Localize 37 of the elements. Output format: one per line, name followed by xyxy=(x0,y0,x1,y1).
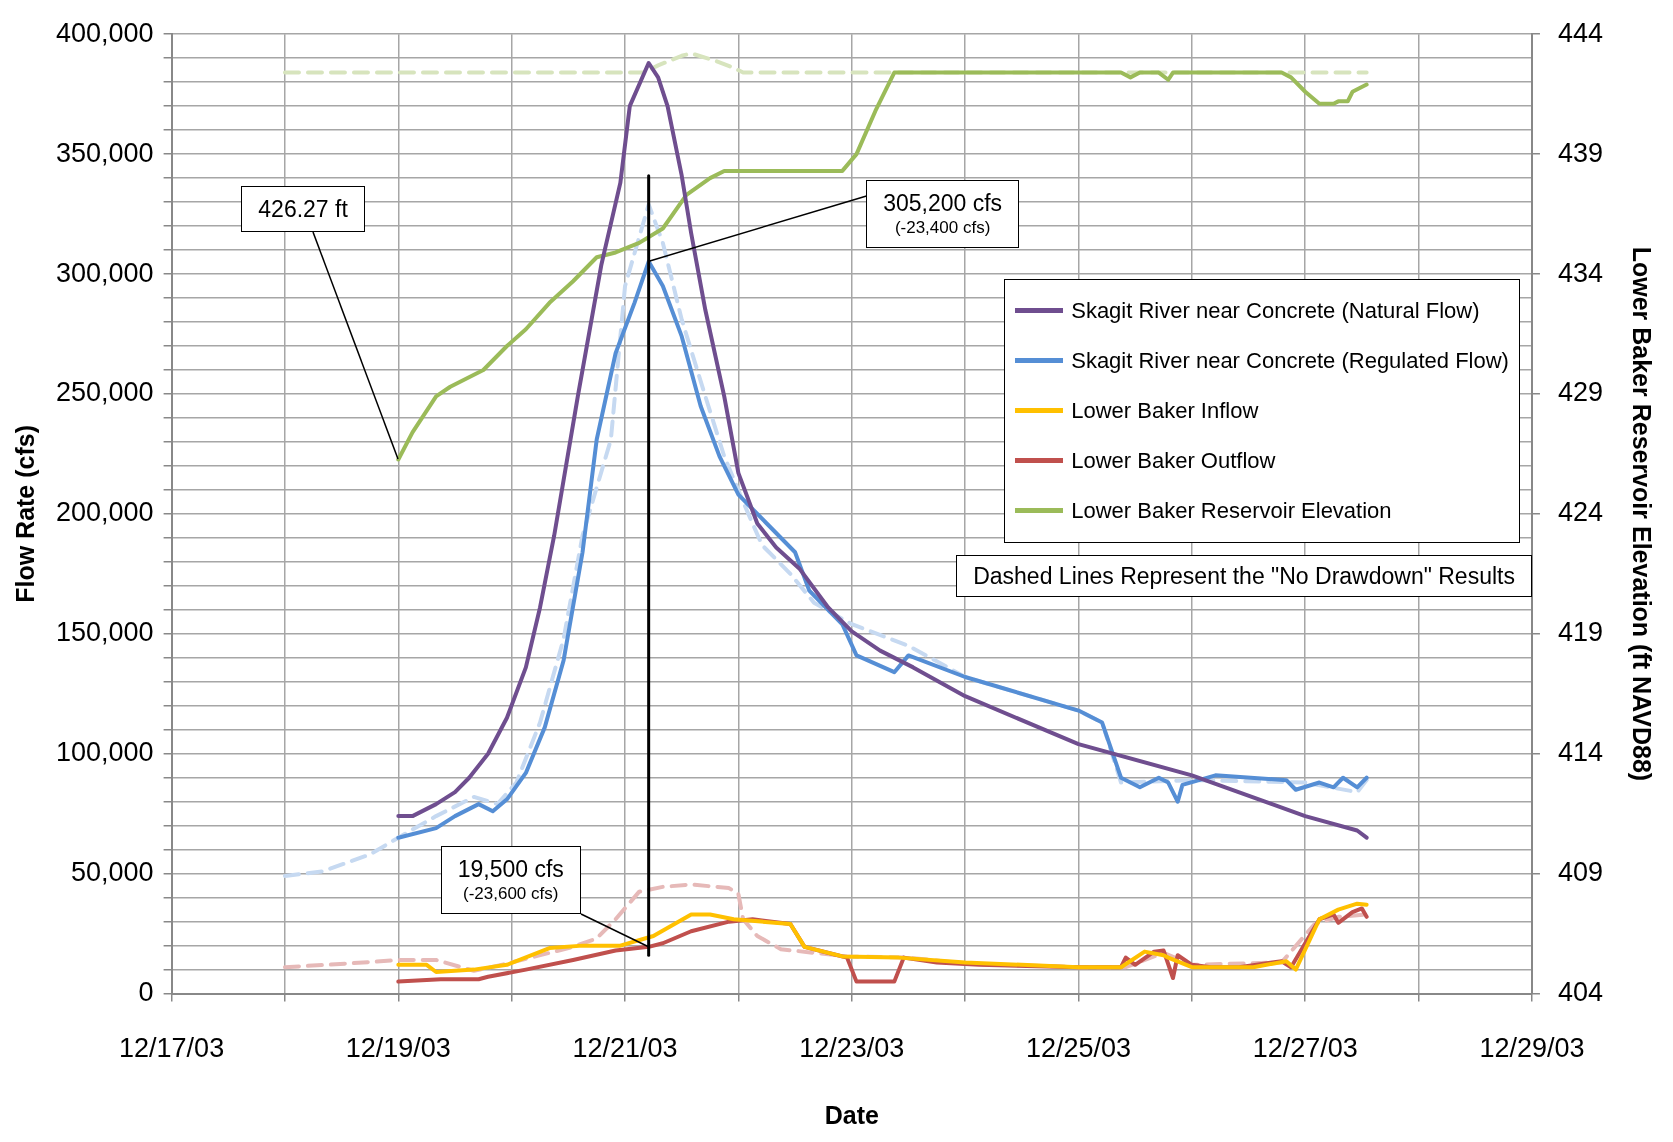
y-tick-label: 300,000 xyxy=(55,257,154,288)
y-tick-label: 250,000 xyxy=(55,377,154,408)
annotation: Dashed Lines Represent the "No Drawdown" Results xyxy=(973,562,1515,590)
x-tick-label: 12/21/03 xyxy=(572,1033,678,1064)
annotation: 426.27 ft xyxy=(258,195,348,224)
x-tick-label: 12/23/03 xyxy=(799,1033,905,1064)
y-tick-label: 400,000 xyxy=(55,17,154,48)
x-tick-label: 12/29/03 xyxy=(1479,1033,1585,1064)
y2-tick-label: 444 xyxy=(1557,17,1604,48)
y2-tick-label: 414 xyxy=(1557,737,1604,768)
y-tick-label: 50,000 xyxy=(71,857,154,888)
y2-tick-label: 409 xyxy=(1557,857,1604,888)
y-tick-label: 100,000 xyxy=(55,737,154,768)
y2-axis-title: Lower Baker Reservoir Elevation (ft NAVD88) xyxy=(1628,246,1657,782)
y2-tick-label: 404 xyxy=(1557,977,1604,1008)
legend-label: Lower Baker Reservoir Elevation xyxy=(1071,497,1392,524)
legend-label: Lower Baker Outflow xyxy=(1071,447,1276,474)
y2-tick-label: 429 xyxy=(1557,377,1604,408)
y-tick-label: 200,000 xyxy=(55,497,154,528)
y2-tick-label: 419 xyxy=(1557,617,1604,648)
x-tick-label: 12/25/03 xyxy=(1025,1033,1132,1064)
y2-tick-label: 434 xyxy=(1557,257,1604,288)
y-axis-title: Flow Rate (cfs) xyxy=(10,425,39,603)
y2-tick-label: 424 xyxy=(1557,497,1604,528)
y-tick-label: 350,000 xyxy=(55,137,154,168)
y2-tick-label: 439 xyxy=(1557,137,1604,168)
y-tick-label: 0 xyxy=(138,977,154,1008)
annotation: 305,200 cfs (-23,400 cfs) xyxy=(883,188,1003,239)
x-tick-label: 12/19/03 xyxy=(345,1033,451,1064)
x-tick-label: 12/27/03 xyxy=(1252,1033,1358,1064)
y-tick-label: 150,000 xyxy=(55,617,154,648)
legend-label: Lower Baker Inflow xyxy=(1071,397,1259,424)
x-axis-title: Date xyxy=(824,1100,879,1129)
annotation: 19,500 cfs (-23,600 cfs) xyxy=(457,854,564,905)
legend-label: Skagit River near Concrete (Natural Flow) xyxy=(1071,297,1480,324)
legend-label: Skagit River near Concrete (Regulated Flow) xyxy=(1071,347,1509,374)
x-tick-label: 12/17/03 xyxy=(119,1033,225,1064)
